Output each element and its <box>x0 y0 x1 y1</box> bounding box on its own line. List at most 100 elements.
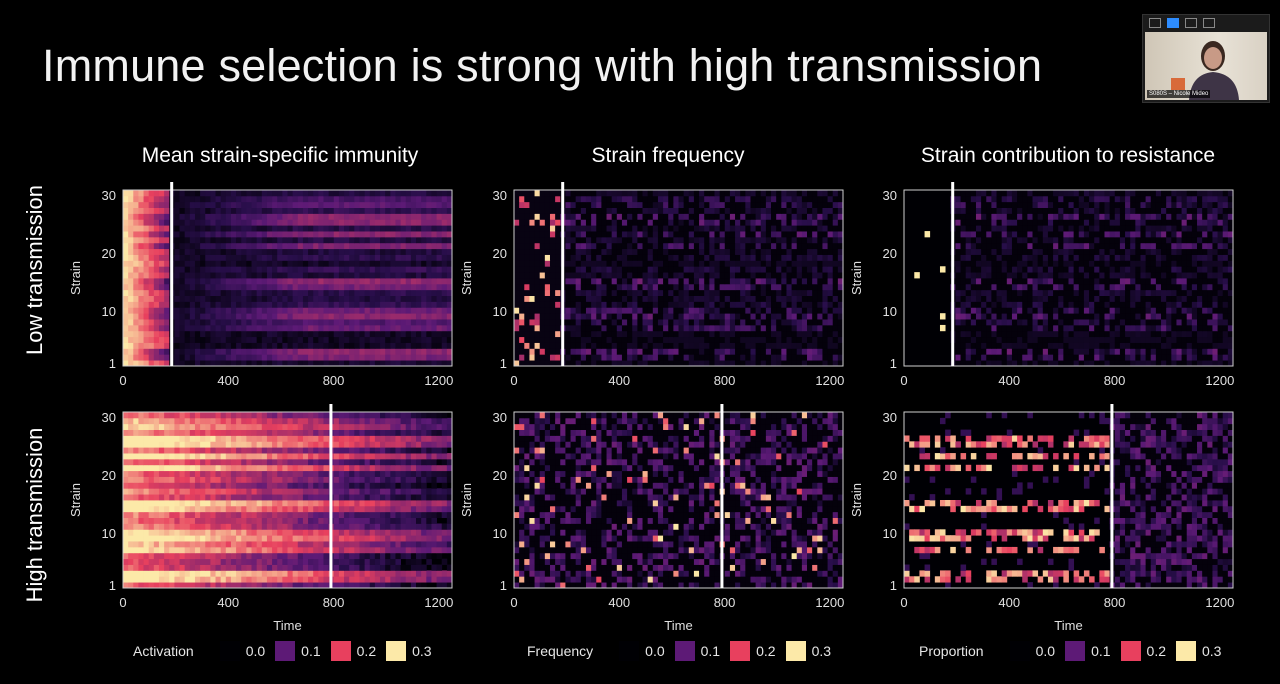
heatmap-cell <box>328 242 335 250</box>
heatmap-cell <box>148 213 155 220</box>
heatmap-cell <box>791 342 798 349</box>
heatmap-cell <box>549 324 556 332</box>
heatmap-cell <box>1022 278 1028 285</box>
heatmap-cell <box>1017 336 1023 343</box>
heatmap-cell <box>1140 336 1147 343</box>
heatmap-cell <box>719 295 726 302</box>
heatmap-cell <box>210 190 216 197</box>
heatmap-cell <box>200 319 206 326</box>
heatmap-cell <box>297 307 304 314</box>
heatmap-cell <box>395 225 401 232</box>
heatmap-cell <box>663 195 669 203</box>
heatmap-cell <box>668 278 674 285</box>
heatmap-cell <box>292 248 299 255</box>
heatmap-cell <box>745 283 751 291</box>
heatmap-cell <box>266 336 273 343</box>
heatmap-cell <box>153 248 160 255</box>
heatmap-cell <box>652 260 659 267</box>
heatmap-cell <box>318 248 324 255</box>
heatmap-cell <box>796 295 803 302</box>
heatmap-cell <box>1011 278 1018 285</box>
heatmap-cell <box>292 342 299 349</box>
heatmap-cell <box>1017 295 1023 302</box>
heatmap-cell <box>1063 313 1069 320</box>
heatmap-cell <box>729 236 736 244</box>
heatmap-cell <box>776 360 782 367</box>
heatmap-cell <box>1197 248 1203 255</box>
heatmap-cell <box>153 225 160 232</box>
heatmap-cell <box>349 313 355 320</box>
heatmap-cell <box>740 207 746 214</box>
heatmap-cell <box>970 295 977 302</box>
heatmap-cell <box>215 330 222 338</box>
heatmap-cell <box>380 283 386 291</box>
heatmap-cell <box>539 307 546 314</box>
heatmap-cell <box>189 236 196 244</box>
heatmap-cell <box>1171 324 1177 332</box>
heatmap-cell <box>1166 307 1172 314</box>
heatmap-cell <box>297 283 304 291</box>
heatmap-cell <box>297 289 304 296</box>
heatmap-cell <box>416 219 422 226</box>
heatmap-cell <box>704 213 710 220</box>
heatmap-cell <box>297 190 304 197</box>
heatmap-cell <box>184 195 191 203</box>
heatmap-cell <box>678 354 685 361</box>
heatmap-cell <box>719 307 726 314</box>
heatmap-cell <box>179 254 186 261</box>
heatmap-cell <box>220 330 227 338</box>
heatmap-cell <box>539 201 546 208</box>
heatmap-cell <box>714 201 721 208</box>
heatmap-cell <box>410 248 417 255</box>
heatmap-cell <box>441 354 448 361</box>
heatmap-cell <box>241 254 247 261</box>
heatmap-cell <box>148 190 155 197</box>
heatmap-cell <box>1125 324 1131 332</box>
heatmap-cell <box>580 213 587 220</box>
heatmap-cell <box>981 254 987 261</box>
heatmap-cell <box>1017 360 1023 367</box>
heatmap-cell <box>1227 313 1234 320</box>
heatmap-cell <box>385 348 391 355</box>
heatmap-cell <box>1212 313 1218 320</box>
heatmap-cell <box>1119 348 1126 355</box>
heatmap-cell <box>575 219 582 226</box>
heatmap-cell <box>555 254 561 261</box>
heatmap-cell <box>786 242 792 250</box>
heatmap-cell <box>446 272 453 279</box>
heatmap-cell <box>991 319 997 326</box>
heatmap-cell <box>446 213 453 220</box>
heatmap-cell <box>261 201 268 208</box>
heatmap-cell <box>555 201 561 208</box>
heatmap-cell <box>647 336 654 343</box>
heatmap-cell <box>755 231 762 238</box>
heatmap-cell <box>714 301 721 308</box>
heatmap-cell <box>1099 313 1105 320</box>
heatmap-cell <box>1140 254 1147 261</box>
heatmap-cell <box>164 190 170 197</box>
heatmap-cell <box>565 190 571 197</box>
heatmap-cell <box>837 330 844 338</box>
heatmap-cell <box>996 342 1003 349</box>
heatmap-cell <box>801 231 808 238</box>
heatmap-cell <box>1191 289 1198 296</box>
heatmap-cell <box>174 360 180 367</box>
heatmap-cell <box>1078 248 1085 255</box>
heatmap-cell <box>1078 348 1085 355</box>
heatmap-cell <box>1150 289 1157 296</box>
heatmap-cell <box>1104 354 1111 361</box>
heatmap-cell <box>215 236 222 244</box>
heatmap-cell <box>596 248 602 255</box>
heatmap-cell <box>1089 307 1095 314</box>
heatmap-cell <box>1119 330 1126 338</box>
heatmap-cell <box>436 254 443 261</box>
heatmap-cell <box>652 313 659 320</box>
heatmap-cell <box>230 319 237 326</box>
heatmap-cell <box>246 319 252 326</box>
heatmap-cell <box>514 324 520 332</box>
heatmap-cell <box>1114 324 1121 332</box>
heatmap-cell <box>230 272 237 279</box>
heatmap-cell <box>647 324 654 332</box>
heatmap-cell <box>729 301 736 308</box>
heatmap-cell <box>1078 360 1085 367</box>
